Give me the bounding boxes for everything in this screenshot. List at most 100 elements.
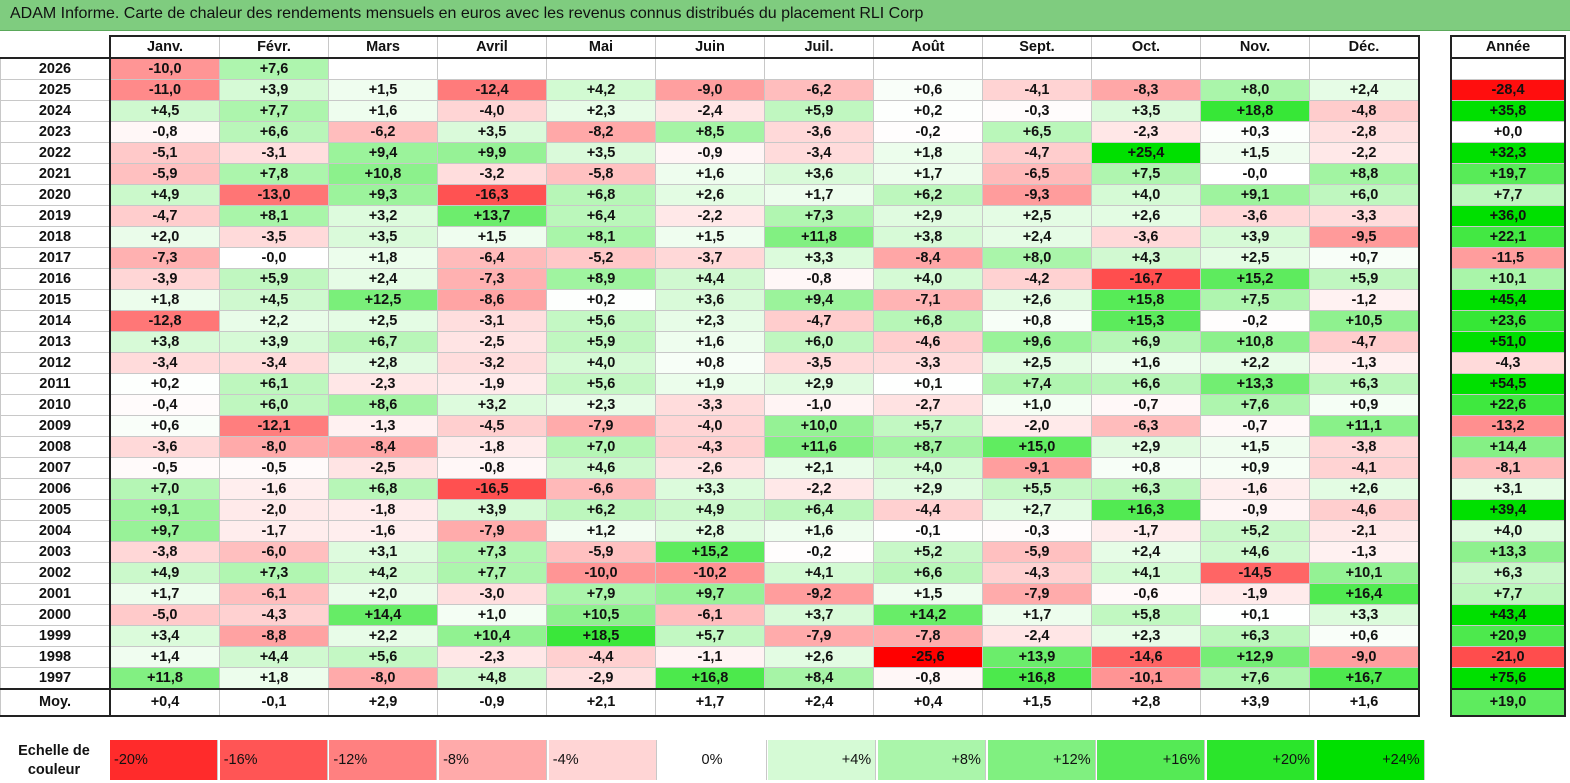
- heatmap-cell: -2,2: [1309, 142, 1420, 164]
- heatmap-cell: +16,8: [655, 667, 765, 690]
- year-total-row: +45,4: [1450, 289, 1566, 311]
- heatmap-cell: +7,6: [1200, 667, 1310, 690]
- heatmap-cell: +2,4: [982, 226, 1092, 248]
- year-label: 1998: [0, 646, 111, 668]
- heatmap-cell: +10,4: [437, 625, 547, 647]
- heatmap-cell: +4,9: [655, 499, 765, 521]
- heatmap-cell: -4,1: [1309, 457, 1420, 479]
- year-row: 2024 +4,5 +7,7 +1,6 -4,0 +2,3 -2,4 +5,9 +0,2 -0,3…: [0, 100, 1420, 122]
- year-label: 2008: [0, 436, 111, 458]
- heatmap-cell: +2,8: [328, 352, 438, 374]
- year-label: 2003: [0, 541, 111, 563]
- heatmap-cell: -3,8: [1309, 436, 1420, 458]
- year-total-cell: +51,0: [1450, 331, 1566, 353]
- year-total-cell: +3,1: [1450, 478, 1566, 500]
- heatmap-cell: +7,0: [546, 436, 656, 458]
- heatmap-cell: -2,3: [328, 373, 438, 395]
- year-total-row: -13,2: [1450, 415, 1566, 437]
- heatmap-cell: +3,8: [873, 226, 983, 248]
- heatmap-cell: -4,6: [1309, 499, 1420, 521]
- heatmap-cell: +2,0: [109, 226, 220, 248]
- year-row: 2006 +7,0 -1,6 +6,8 -16,5 -6,6 +3,3 -2,2 +2,9 +5,…: [0, 478, 1420, 500]
- year-total-cell: -21,0: [1450, 646, 1566, 668]
- heatmap-cell: -2,2: [655, 205, 765, 227]
- heatmap-cell: -8,4: [873, 247, 983, 269]
- heatmap-cell: -2,6: [655, 457, 765, 479]
- heatmap-cell: -2,8: [1309, 121, 1420, 143]
- year-label: 2024: [0, 100, 111, 122]
- heatmap-cell: +7,4: [982, 373, 1092, 395]
- heatmap-table: Janv. Févr. Mars Avril Mai Juin Juil. Août Sept.…: [0, 35, 1420, 717]
- heatmap-cell: +3,6: [764, 163, 874, 185]
- heatmap-cell: +1,6: [764, 520, 874, 542]
- heatmap-cell: -3,1: [437, 310, 547, 332]
- heatmap-cell: -9,2: [764, 583, 874, 605]
- heatmap-cell: +3,5: [328, 226, 438, 248]
- year-total-row: +54,5: [1450, 373, 1566, 395]
- heatmap-cell: +1,2: [546, 520, 656, 542]
- year-label: 2017: [0, 247, 111, 269]
- year-total-cell: -4,3: [1450, 352, 1566, 374]
- heatmap-cell: +4,1: [1091, 562, 1201, 584]
- heatmap-cell: -7,3: [109, 247, 220, 269]
- heatmap-cell: +6,0: [219, 394, 329, 416]
- heatmap-cell: +2,5: [1200, 247, 1310, 269]
- heatmap-cell: +6,6: [219, 121, 329, 143]
- heatmap-cell: -2,1: [1309, 520, 1420, 542]
- month-header-10: Oct.: [1091, 35, 1201, 59]
- heatmap-cell: +9,1: [109, 499, 220, 521]
- year-label: 2012: [0, 352, 111, 374]
- heatmap-cell: -0,1: [873, 520, 983, 542]
- year-row: 2003 -3,8 -6,0 +3,1 +7,3 -5,9 +15,2 -0,2 +5,2 -5,…: [0, 541, 1420, 563]
- heatmap-cell: -3,8: [109, 541, 220, 563]
- heatmap-cell: -8,0: [328, 667, 438, 690]
- year-total-cell: +43,4: [1450, 604, 1566, 626]
- heatmap-cell: +4,6: [546, 457, 656, 479]
- heatmap-cell: -0,2: [1200, 310, 1310, 332]
- heatmap-cell: -7,9: [546, 415, 656, 437]
- month-header-5: Mai: [546, 35, 656, 59]
- heatmap-cell: -8,3: [1091, 79, 1201, 101]
- heatmap-cell: -7,9: [437, 520, 547, 542]
- heatmap-cell: +5,9: [764, 100, 874, 122]
- heatmap-cell: +3,3: [764, 247, 874, 269]
- heatmap-cell: -6,6: [546, 478, 656, 500]
- heatmap-cell: +7,8: [219, 163, 329, 185]
- heatmap-cell: +3,5: [546, 142, 656, 164]
- month-header-row: Janv. Févr. Mars Avril Mai Juin Juil. Août Sept.…: [0, 35, 1420, 59]
- heatmap-cell: +2,2: [1200, 352, 1310, 374]
- month-header-1: Janv.: [109, 35, 220, 59]
- year-total-row: +14,4: [1450, 436, 1566, 458]
- year-row: 2020 +4,9 -13,0 +9,3 -16,3 +6,8 +2,6 +1,7 +6,2 -9…: [0, 184, 1420, 206]
- heatmap-cell: +3,1: [328, 541, 438, 563]
- title-bar: ADAM Informe. Carte de chaleur des rende…: [0, 0, 1570, 31]
- heatmap-cell: +0,6: [1309, 625, 1420, 647]
- heatmap-cell: -9,3: [982, 184, 1092, 206]
- year-total-cell: -28,4: [1450, 79, 1566, 101]
- heatmap-cell: +4,2: [546, 79, 656, 101]
- heatmap-cell: -4,1: [982, 79, 1092, 101]
- heatmap-cell: -9,0: [1309, 646, 1420, 668]
- heatmap-cell: +1,6: [655, 163, 765, 185]
- heatmap-cell: +1,6: [655, 331, 765, 353]
- heatmap-cell: -2,5: [328, 457, 438, 479]
- year-row: 2015 +1,8 +4,5 +12,5 -8,6 +0,2 +3,6 +9,4 -7,1 +2,…: [0, 289, 1420, 311]
- heatmap-cell: +11,8: [109, 667, 220, 690]
- heatmap-cell: +8,5: [655, 121, 765, 143]
- heatmap-cell: +8,1: [546, 226, 656, 248]
- heatmap-cell: -3,0: [437, 583, 547, 605]
- heatmap-cell: +1,5: [1200, 436, 1310, 458]
- year-label: 2000: [0, 604, 111, 626]
- heatmap-cell: +16,7: [1309, 667, 1420, 690]
- heatmap-cell: -1,8: [328, 499, 438, 521]
- heatmap-cell: -1,3: [328, 415, 438, 437]
- year-total-header: Année: [1450, 35, 1566, 59]
- heatmap-cell: +15,0: [982, 436, 1092, 458]
- year-total-row: +43,4: [1450, 604, 1566, 626]
- year-total-row: +51,0: [1450, 331, 1566, 353]
- heatmap-cell: +5,6: [546, 310, 656, 332]
- heatmap-cell: +9,4: [328, 142, 438, 164]
- heatmap-cell: +16,8: [982, 667, 1092, 690]
- heatmap-cell: +5,2: [1200, 520, 1310, 542]
- heatmap-cell: +1,6: [1309, 688, 1420, 717]
